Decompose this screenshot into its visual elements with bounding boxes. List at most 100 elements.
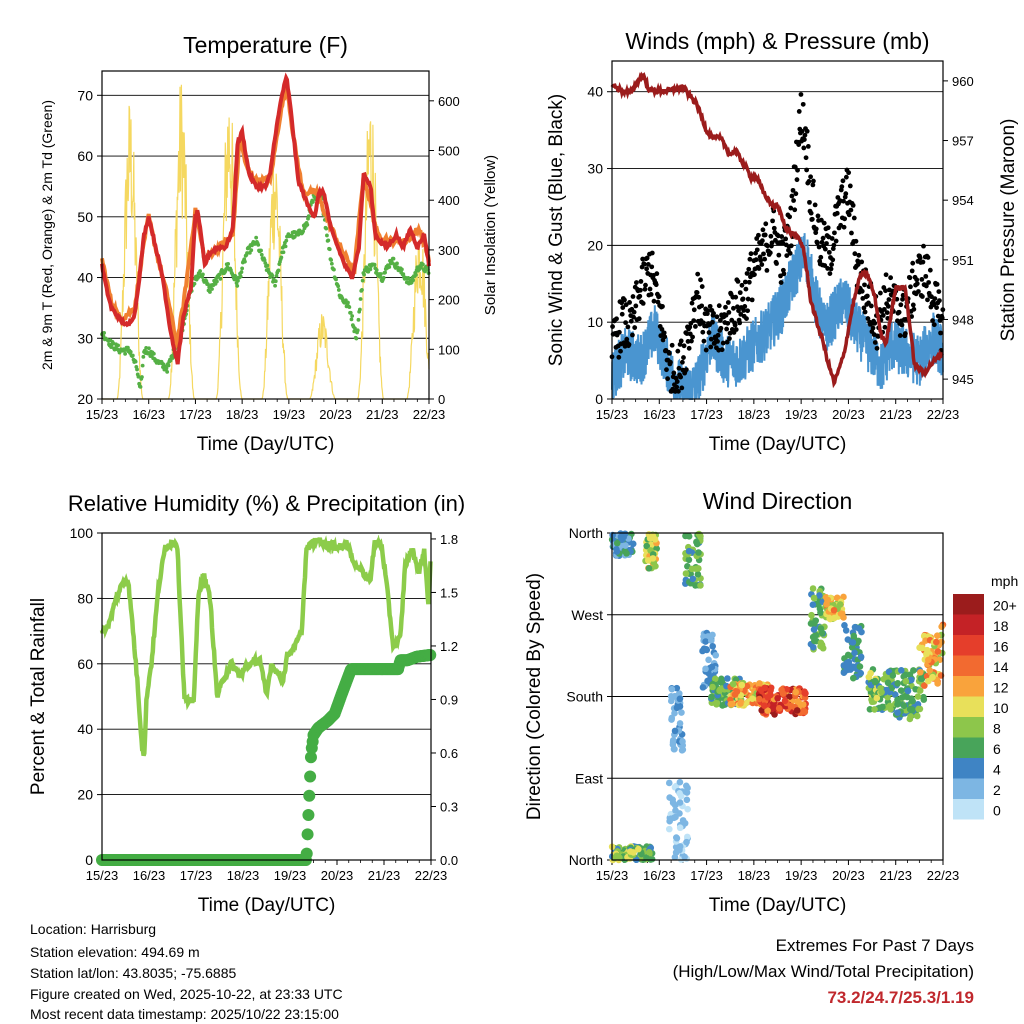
direction-point <box>900 702 908 710</box>
gust-point <box>818 254 824 260</box>
direction-point <box>792 688 799 696</box>
direction-point <box>787 702 795 710</box>
gust-point <box>720 340 726 346</box>
dewpoint-point <box>279 255 284 260</box>
gust-point <box>691 307 697 313</box>
dewpoint-point <box>301 229 306 234</box>
gust-point <box>794 177 800 183</box>
direction-point <box>676 824 684 832</box>
y-tick-label: 40 <box>587 84 603 100</box>
direction-point <box>897 667 905 674</box>
footer-elevation: Station elevation: 494.69 m <box>30 944 200 960</box>
gust-point <box>622 297 627 303</box>
dewpoint-point <box>368 267 373 272</box>
direction-point <box>676 843 684 850</box>
gust-point <box>726 309 732 315</box>
gust-point <box>764 268 770 273</box>
direction-point <box>679 746 687 754</box>
dewpoint-point <box>349 317 354 322</box>
direction-point <box>645 848 653 856</box>
chart-title: Relative Humidity (%) & Precipitation (i… <box>68 491 465 516</box>
gust-point <box>651 298 657 304</box>
dewpoint-point <box>327 247 332 252</box>
gust-point <box>735 304 740 310</box>
x-tick-label: 15/23 <box>596 407 629 422</box>
gust-point <box>825 225 831 231</box>
gust-point <box>804 167 810 173</box>
gust-point <box>799 128 805 134</box>
gust-point <box>925 297 930 303</box>
dewpoint-point <box>140 363 145 368</box>
direction-point <box>894 679 902 687</box>
direction-point <box>908 706 916 713</box>
gust-point <box>813 230 819 236</box>
dewpoint-point <box>383 270 387 275</box>
gust-point <box>735 278 741 284</box>
humidity-precip-chart: 0 20 40 60 80 100 0.0 0.3 0.6 0.9 1.2 1.5 1.8 15/23 16… <box>28 491 465 916</box>
gust-point <box>927 267 933 273</box>
y-tick-label: 30 <box>77 330 93 346</box>
gust-point <box>900 296 905 302</box>
x-tick-label: 19/23 <box>274 868 307 883</box>
y2-axis-label: Solar Insolation (Yellow) <box>482 155 499 315</box>
precip-point <box>301 828 314 841</box>
y2-tick-label: 600 <box>438 94 460 109</box>
gust-point <box>678 374 684 380</box>
direction-point <box>683 838 690 846</box>
gust-point <box>723 304 728 310</box>
gust-point <box>745 308 751 314</box>
dewpoint-point <box>274 274 279 278</box>
direction-point <box>718 677 726 685</box>
gust-point <box>930 318 935 324</box>
direction-point <box>673 834 681 842</box>
gust-point <box>698 277 703 283</box>
direction-point <box>884 679 892 687</box>
y2-tick-label: 0.0 <box>440 853 458 868</box>
direction-point <box>817 609 824 616</box>
gust-point <box>820 235 826 241</box>
gust-point <box>746 266 752 272</box>
precip-point <box>300 847 313 860</box>
gust-point <box>934 305 939 311</box>
gust-point <box>623 320 629 326</box>
gust-point <box>637 287 643 293</box>
x-tick-label: 18/23 <box>226 407 259 422</box>
gust-point <box>661 330 667 336</box>
dewpoint-point <box>411 278 416 283</box>
gust-point <box>770 218 775 224</box>
dewpoint-point <box>372 262 377 267</box>
direction-point <box>708 693 715 701</box>
gust-point <box>802 132 808 138</box>
direction-point <box>627 848 634 855</box>
dewpoint-point <box>378 272 383 276</box>
gust-point <box>616 354 622 360</box>
dewpoint-point <box>245 251 249 255</box>
gust-point <box>827 271 833 276</box>
y-tick-label: West <box>571 607 603 623</box>
dewpoint-point <box>305 222 310 227</box>
x-tick-label: 16/23 <box>643 407 676 422</box>
extremes-values: 73.2/24.7/25.3/1.19 <box>827 988 974 1007</box>
gust-point <box>829 236 835 241</box>
direction-point <box>671 853 679 861</box>
gust-point <box>846 170 852 176</box>
direction-point <box>677 792 685 800</box>
gust-point <box>620 305 626 310</box>
dewpoint-point <box>395 261 399 266</box>
gust-point <box>787 214 793 220</box>
gust-point <box>898 302 904 308</box>
direction-point <box>764 694 772 701</box>
x-tick-label: 21/23 <box>879 868 912 883</box>
direction-point <box>894 709 901 716</box>
gust-point <box>932 296 938 301</box>
gust-point <box>705 308 711 314</box>
dewpoint-point <box>254 235 259 240</box>
humidity-line <box>99 534 433 757</box>
direction-point <box>858 628 865 636</box>
gust-point <box>883 288 888 294</box>
precip-point <box>424 648 437 661</box>
dewpoint-point <box>391 256 396 261</box>
gust-point <box>706 330 712 335</box>
direction-point <box>693 540 701 548</box>
dewpoint-point <box>421 262 425 267</box>
